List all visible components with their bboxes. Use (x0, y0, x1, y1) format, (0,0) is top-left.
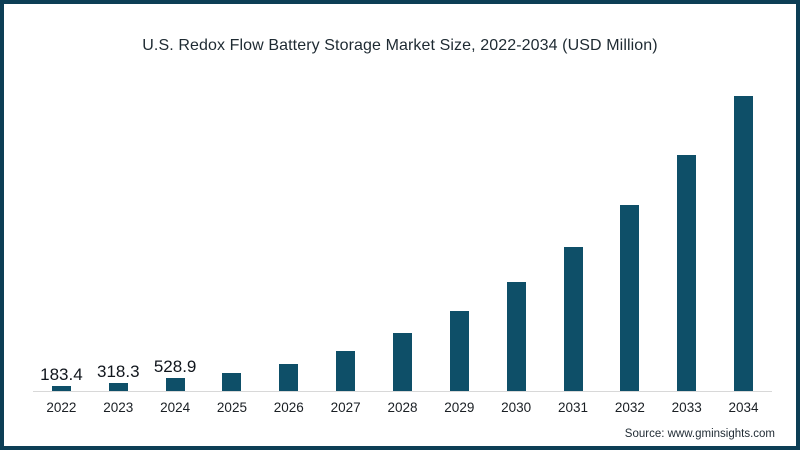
bar-2026 (279, 363, 299, 391)
bar-2030 (506, 281, 526, 391)
bar-2022 (51, 386, 71, 391)
bar-slot-2025 (204, 373, 261, 391)
bar-2034 (734, 96, 754, 391)
bar-2024 (165, 377, 185, 391)
bar-slot-2028 (374, 333, 431, 391)
bar-2025 (222, 373, 242, 391)
bar-2029 (449, 310, 469, 391)
x-axis-labels: 2022 2023 2024 2025 2026 2027 2028 2029 2030 2031… (33, 400, 772, 415)
bar-2032 (620, 204, 640, 391)
bar-slot-2024: 528.9 (147, 358, 204, 391)
data-label-2023: 318.3 (96, 362, 140, 381)
bar-slot-2034 (715, 96, 772, 391)
bar-slot-2026 (260, 363, 317, 391)
bars-container: 183.4 318.3 528.9 (33, 81, 772, 391)
x-tick-2026: 2026 (273, 400, 304, 415)
bar-2028 (392, 333, 412, 391)
plot-area: 183.4 318.3 528.9 (33, 81, 772, 392)
bar-slot-2027 (317, 351, 374, 391)
bar-slot-2031 (545, 246, 602, 391)
x-tick-2029: 2029 (444, 400, 475, 415)
x-tick-2034: 2034 (728, 400, 759, 415)
bar-slot-2022: 183.4 (33, 366, 90, 391)
bar-slot-2033 (658, 154, 715, 391)
source-attribution: Source: www.gminsights.com (624, 428, 775, 440)
data-label-2024: 528.9 (153, 356, 197, 376)
data-label-2022: 183.4 (40, 365, 83, 385)
bar-2023 (108, 383, 128, 391)
x-tick-2023: 2023 (103, 400, 134, 415)
x-tick-2033: 2033 (671, 400, 702, 415)
x-tick-2030: 2030 (501, 400, 532, 415)
x-tick-2032: 2032 (614, 400, 645, 415)
bar-slot-2029 (431, 310, 488, 391)
x-tick-2022: 2022 (46, 400, 77, 415)
x-tick-2031: 2031 (557, 400, 589, 415)
x-tick-2027: 2027 (330, 400, 361, 415)
bar-2027 (336, 351, 356, 391)
x-tick-2025: 2025 (216, 400, 247, 415)
chart-title: U.S. Redox Flow Battery Storage Market S… (142, 37, 658, 54)
bar-2031 (563, 246, 583, 391)
x-tick-2024: 2024 (160, 400, 191, 415)
bar-slot-2032 (601, 204, 658, 391)
bar-slot-2023: 318.3 (90, 363, 147, 391)
bar-2033 (677, 154, 697, 391)
bar-slot-2030 (488, 281, 545, 391)
x-tick-2028: 2028 (387, 400, 418, 415)
